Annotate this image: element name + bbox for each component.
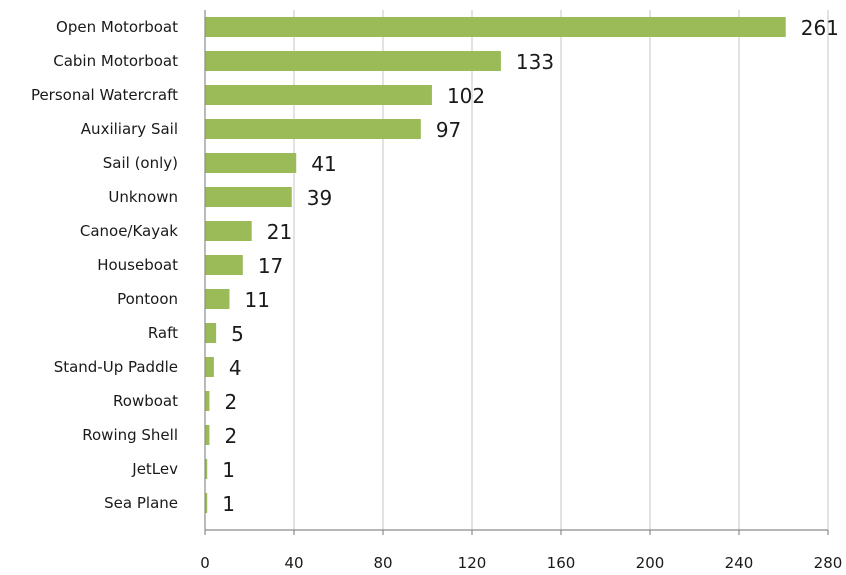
value-label: 97	[436, 118, 461, 142]
x-tick-label: 240	[725, 554, 754, 572]
category-label: Open Motorboat	[56, 18, 178, 36]
label-layer: 0 40 80 120 160 200 240 280 Open Motorboat 261 Cab…	[31, 16, 842, 572]
value-label: 2	[224, 424, 237, 448]
value-label: 261	[801, 16, 839, 40]
x-tick-label: 40	[284, 554, 303, 572]
bar-raft	[205, 323, 217, 343]
value-label: 17	[258, 254, 283, 278]
category-label: Stand-Up Paddle	[54, 358, 178, 376]
category-label: Houseboat	[97, 256, 178, 274]
category-label: Raft	[148, 324, 178, 342]
category-label: Cabin Motorboat	[53, 52, 178, 70]
bar-houseboat	[205, 255, 243, 275]
value-label: 133	[516, 50, 554, 74]
bar-pontoon	[205, 289, 230, 309]
bar-rowboat	[205, 391, 210, 411]
axis-layer	[204, 10, 829, 535]
category-label: Auxiliary Sail	[81, 120, 178, 138]
bar-personal-watercraft	[205, 85, 432, 105]
bar-rowing-shell	[205, 425, 210, 445]
value-label: 5	[231, 322, 244, 346]
x-tick-label: 80	[373, 554, 392, 572]
value-label: 4	[229, 356, 242, 380]
value-label: 11	[244, 288, 269, 312]
value-label: 41	[311, 152, 336, 176]
x-tick-label: 200	[636, 554, 665, 572]
value-label: 1	[222, 492, 235, 516]
bar-sail-only-	[205, 153, 297, 173]
bar-open-motorboat	[205, 17, 786, 37]
category-label: Rowing Shell	[82, 426, 178, 444]
category-label: Personal Watercraft	[31, 86, 178, 104]
category-label: Canoe/Kayak	[80, 222, 178, 240]
bar-layer	[205, 17, 786, 513]
value-label: 1	[222, 458, 235, 482]
category-label: Pontoon	[117, 290, 178, 308]
category-label: Unknown	[108, 188, 178, 206]
bar-sea-plane	[205, 493, 208, 513]
x-tick-label: 280	[814, 554, 843, 572]
value-label: 102	[447, 84, 485, 108]
category-label: Sail (only)	[103, 154, 178, 172]
bar-unknown	[205, 187, 292, 207]
value-label: 39	[307, 186, 332, 210]
x-tick-label: 0	[200, 554, 210, 572]
value-label: 21	[267, 220, 292, 244]
category-label: Sea Plane	[104, 494, 178, 512]
x-tick-label: 120	[458, 554, 487, 572]
value-label: 2	[224, 390, 237, 414]
bar-cabin-motorboat	[205, 51, 501, 71]
bar-canoe-kayak	[205, 221, 252, 241]
category-label: Rowboat	[113, 392, 178, 410]
bar-auxiliary-sail	[205, 119, 421, 139]
category-label: JetLev	[131, 460, 178, 478]
x-tick-label: 160	[547, 554, 576, 572]
bar-stand-up-paddle	[205, 357, 214, 377]
bar-jetlev	[205, 459, 208, 479]
